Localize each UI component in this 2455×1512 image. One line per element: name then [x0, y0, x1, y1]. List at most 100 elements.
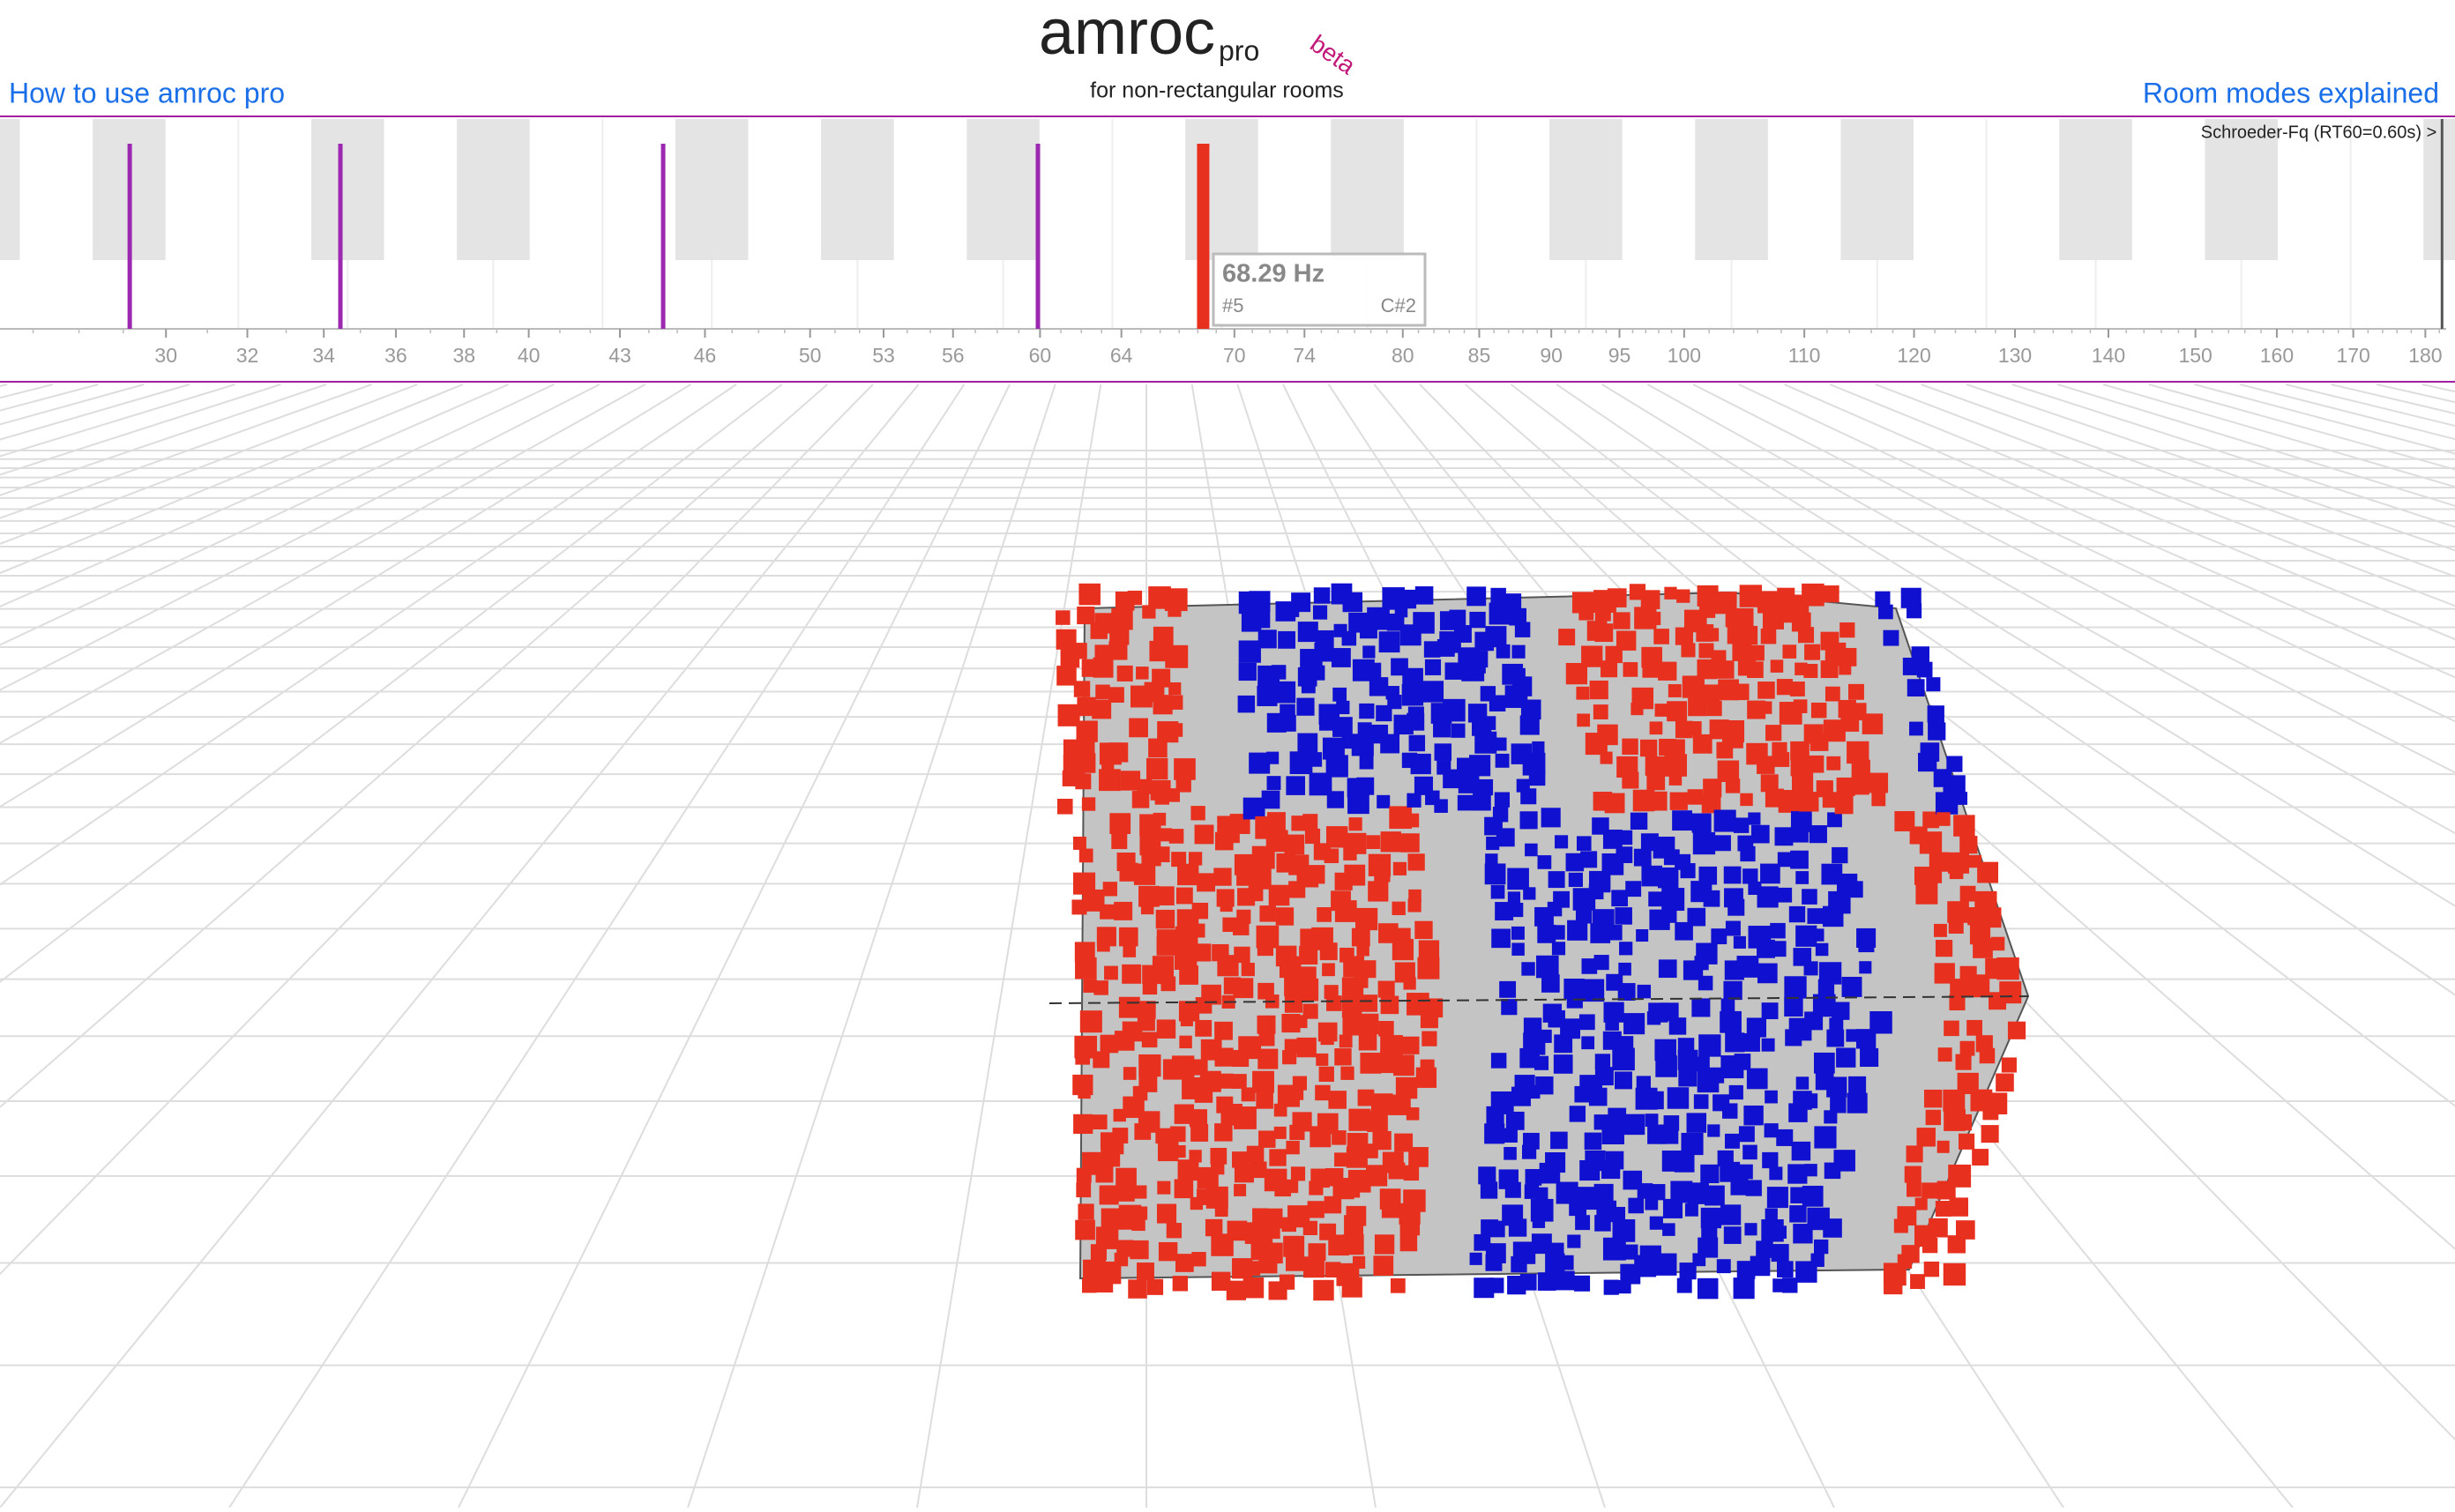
- mode-point: [1306, 865, 1325, 884]
- mode-point: [1295, 978, 1319, 1002]
- mode-point: [1723, 1226, 1742, 1244]
- mode-point: [1496, 828, 1515, 847]
- mode-point: [1211, 1271, 1231, 1292]
- app-title: amroc: [1039, 0, 1215, 68]
- mode-point: [1577, 713, 1591, 727]
- mode-point: [1138, 1054, 1161, 1077]
- floor-grid: [0, 384, 190, 441]
- mode-point: [1168, 682, 1182, 696]
- mode-point: [1414, 920, 1433, 940]
- mode-point: [1916, 1128, 1936, 1147]
- mode-point: [1822, 585, 1839, 603]
- mode-point: [1748, 812, 1761, 825]
- mode-point: [1918, 752, 1937, 772]
- mode-point: [1959, 1040, 1975, 1056]
- help-link[interactable]: How to use amroc pro: [9, 77, 285, 108]
- mode-point: [1605, 1017, 1619, 1031]
- mode-point: [1803, 961, 1818, 976]
- mode-point: [1281, 1217, 1297, 1233]
- x-tick-label: 90: [1540, 344, 1563, 367]
- mode-point: [1623, 1244, 1638, 1260]
- mode-point: [1521, 962, 1535, 976]
- mode-point: [1392, 861, 1407, 875]
- mode-point: [1108, 742, 1129, 763]
- mode-point: [1797, 627, 1815, 644]
- mode-point: [1520, 788, 1537, 805]
- mode-point: [1488, 1220, 1505, 1238]
- mode-point: [1647, 611, 1661, 626]
- mode-point: [1841, 976, 1862, 997]
- mode-point: [1434, 799, 1448, 813]
- mode-point: [1848, 703, 1867, 721]
- mode-point: [1935, 1201, 1951, 1217]
- mode-point: [1297, 733, 1318, 754]
- mode-line[interactable]: [1197, 144, 1210, 329]
- mode-point: [1649, 721, 1663, 735]
- mode-point: [1720, 1161, 1741, 1182]
- floor-grid: [0, 384, 281, 476]
- mode-point: [1789, 1205, 1807, 1223]
- mode-point: [1113, 1108, 1126, 1122]
- mode-line[interactable]: [660, 144, 666, 329]
- mode-point: [1619, 942, 1633, 956]
- mode-point: [1740, 845, 1756, 862]
- mode-point: [1129, 718, 1148, 738]
- mode-point: [1589, 680, 1608, 700]
- mode-point: [1742, 1144, 1757, 1160]
- mode-point: [1195, 997, 1213, 1014]
- mode-line[interactable]: [127, 144, 132, 329]
- mode-point: [1362, 645, 1376, 659]
- mode-point: [1073, 1114, 1093, 1135]
- mode-point: [1735, 607, 1754, 627]
- floor-grid: [2148, 384, 2455, 471]
- mode-point: [1630, 812, 1648, 830]
- mode-point: [1315, 1084, 1331, 1101]
- mode-line[interactable]: [1035, 144, 1041, 329]
- mode-point: [1354, 907, 1378, 931]
- mode-point: [1526, 1084, 1541, 1099]
- mode-point: [1248, 866, 1272, 890]
- mode-point: [1406, 1107, 1420, 1121]
- mode-point: [1645, 1114, 1659, 1128]
- mode-point: [1645, 1196, 1659, 1210]
- mode-point: [1520, 699, 1541, 720]
- mode-point: [1554, 1034, 1573, 1054]
- mode-point: [1234, 1163, 1254, 1183]
- mode-point: [1633, 848, 1652, 867]
- mode-point: [1947, 1235, 1966, 1254]
- x-tick-label: 85: [1468, 344, 1491, 367]
- mode-point: [1925, 1109, 1941, 1126]
- mode-point: [1309, 1181, 1324, 1195]
- mode-point: [1469, 1252, 1482, 1265]
- mode-point: [1569, 1106, 1586, 1122]
- mode-point: [1602, 1031, 1622, 1050]
- mode-point: [1407, 898, 1422, 912]
- mode-point: [1093, 1051, 1110, 1069]
- modes-link[interactable]: Room modes explained: [2143, 77, 2439, 108]
- mode-point: [1623, 662, 1638, 677]
- mode-point: [1377, 794, 1391, 808]
- mode-point: [1284, 834, 1305, 855]
- mode-point: [1273, 1103, 1287, 1117]
- mode-point: [1334, 1048, 1352, 1066]
- mode-point: [1399, 1215, 1421, 1236]
- mode-point: [1352, 1255, 1366, 1269]
- mode-point: [1190, 923, 1205, 938]
- mode-point: [1904, 1166, 1921, 1183]
- mode-point: [1174, 1104, 1195, 1124]
- x-tick-label: 34: [312, 344, 335, 367]
- mode-line[interactable]: [338, 144, 343, 329]
- room-3d-view[interactable]: [0, 384, 2455, 1508]
- floor-grid: [0, 384, 54, 399]
- mode-point: [1647, 791, 1668, 811]
- floor-grid: [228, 384, 966, 1508]
- mode-point: [1484, 1123, 1505, 1144]
- mode-point: [1815, 942, 1829, 957]
- mode-point: [1757, 886, 1779, 908]
- mode-point: [1156, 936, 1176, 956]
- mode-point: [1488, 1277, 1504, 1293]
- floor-grid: [0, 384, 737, 886]
- mode-point: [1292, 1076, 1308, 1091]
- mode-point: [1927, 705, 1944, 723]
- mode-point: [1496, 644, 1511, 659]
